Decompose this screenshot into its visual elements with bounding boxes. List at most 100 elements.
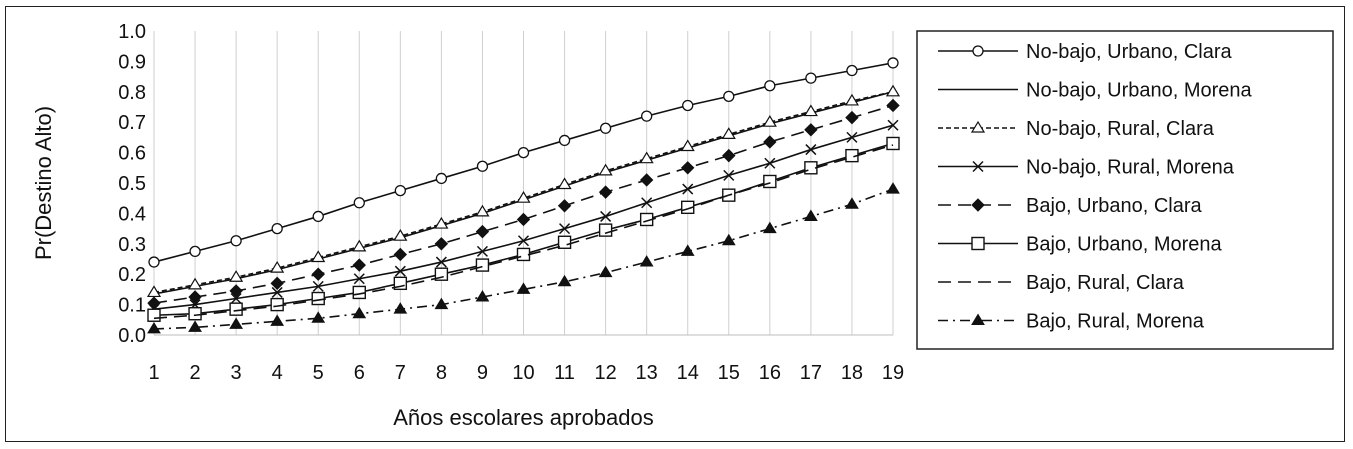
legend-marker xyxy=(972,45,984,57)
data-point xyxy=(229,270,244,282)
legend-box xyxy=(916,30,1334,350)
data-point xyxy=(598,223,613,237)
data-point xyxy=(682,99,694,112)
data-point xyxy=(311,250,326,263)
x-tick-label: 2 xyxy=(189,362,200,384)
legend-item: Bajo, Urbano, Clara xyxy=(938,195,1203,217)
legend-item: No-bajo, Rural, Clara xyxy=(938,118,1215,140)
data-point xyxy=(147,296,161,310)
y-tick-label: 0.1 xyxy=(118,295,146,317)
x-tick-label: 18 xyxy=(841,362,863,384)
legend-marker xyxy=(970,120,986,133)
data-point xyxy=(311,311,326,323)
legend-marker xyxy=(971,313,985,325)
data-point xyxy=(271,222,283,235)
legend-marker xyxy=(971,236,985,251)
legend-marker xyxy=(972,160,984,173)
data-point xyxy=(147,308,161,322)
data-point xyxy=(394,184,406,197)
y-tick-label: 0.4 xyxy=(118,203,146,225)
data-point xyxy=(517,235,530,247)
x-tick-label: 4 xyxy=(272,362,283,384)
data-point xyxy=(763,174,777,189)
data-point xyxy=(764,80,776,92)
data-point xyxy=(435,256,447,268)
data-point xyxy=(805,144,817,156)
x-tick-label: 14 xyxy=(677,362,699,384)
data-point xyxy=(517,146,530,159)
series-5 xyxy=(147,98,900,310)
data-point xyxy=(475,258,490,272)
data-point xyxy=(805,72,817,84)
series-8 xyxy=(147,182,900,334)
data-point xyxy=(599,122,612,134)
data-point xyxy=(721,233,736,246)
data-point xyxy=(516,212,531,227)
data-point xyxy=(639,255,654,267)
y-tick-label: 0.9 xyxy=(118,51,146,73)
legend-item: No-bajo, Urbano, Morena xyxy=(938,80,1253,102)
legend-item: No-bajo, Urbano, Clara xyxy=(938,41,1233,63)
data-point xyxy=(393,229,408,241)
data-point xyxy=(476,245,488,257)
y-tick-label: 0.3 xyxy=(118,234,146,256)
data-point xyxy=(516,191,531,203)
data-point xyxy=(188,307,202,321)
data-point xyxy=(803,104,818,117)
data-point xyxy=(353,273,365,285)
y-tick-label: 1.0 xyxy=(118,21,146,43)
data-point xyxy=(846,64,858,77)
data-point xyxy=(846,131,858,143)
data-point xyxy=(516,247,531,262)
data-point xyxy=(639,173,654,187)
data-point xyxy=(639,151,654,164)
x-tick-label: 3 xyxy=(231,362,242,384)
data-point xyxy=(557,274,572,287)
x-tick-label: 15 xyxy=(718,362,740,384)
data-point xyxy=(312,280,324,292)
data-point xyxy=(270,314,285,326)
data-point xyxy=(229,302,243,316)
data-point xyxy=(723,169,735,181)
data-point xyxy=(352,306,367,319)
legend-label: Bajo, Rural, Morena xyxy=(1026,311,1205,333)
legend-label: Bajo, Urbano, Morena xyxy=(1026,234,1223,256)
data-point xyxy=(558,134,571,147)
data-point xyxy=(434,216,449,229)
data-point xyxy=(353,197,365,209)
data-point xyxy=(148,256,160,268)
x-tick-label: 11 xyxy=(554,362,575,384)
data-point xyxy=(845,197,859,209)
data-point xyxy=(557,199,572,213)
data-point xyxy=(763,135,777,149)
data-point xyxy=(311,291,325,306)
x-tick-label: 16 xyxy=(759,362,781,384)
data-point xyxy=(722,148,736,163)
data-point xyxy=(230,292,242,305)
data-point xyxy=(476,160,489,172)
legend-item: Bajo, Rural, Morena xyxy=(938,311,1205,333)
data-point xyxy=(804,123,818,137)
data-point xyxy=(475,224,490,239)
y-tick-label: 0.2 xyxy=(118,264,146,286)
data-point xyxy=(681,161,695,175)
data-point xyxy=(598,265,613,278)
x-tick-label: 13 xyxy=(636,362,658,384)
data-point xyxy=(680,244,695,256)
legend: No-bajo, Urbano, Clara No-bajo, Urbano, M… xyxy=(916,30,1334,350)
series-6 xyxy=(147,136,900,322)
data-point xyxy=(352,258,366,272)
x-tick-label: 1 xyxy=(148,362,159,384)
x-tick-label: 17 xyxy=(800,362,822,384)
data-point xyxy=(312,210,324,223)
legend-label: Bajo, Urbano, Clara xyxy=(1026,195,1203,217)
data-point xyxy=(845,110,859,125)
data-point xyxy=(680,139,695,152)
x-axis-title: Años escolares aprobados xyxy=(393,405,654,430)
y-tick-label: 0.7 xyxy=(118,112,146,134)
data-point xyxy=(641,197,653,209)
y-tick-label: 0.0 xyxy=(118,325,146,347)
x-tick-label: 10 xyxy=(512,362,534,384)
data-point xyxy=(270,297,284,312)
x-tick-label: 8 xyxy=(436,362,447,384)
